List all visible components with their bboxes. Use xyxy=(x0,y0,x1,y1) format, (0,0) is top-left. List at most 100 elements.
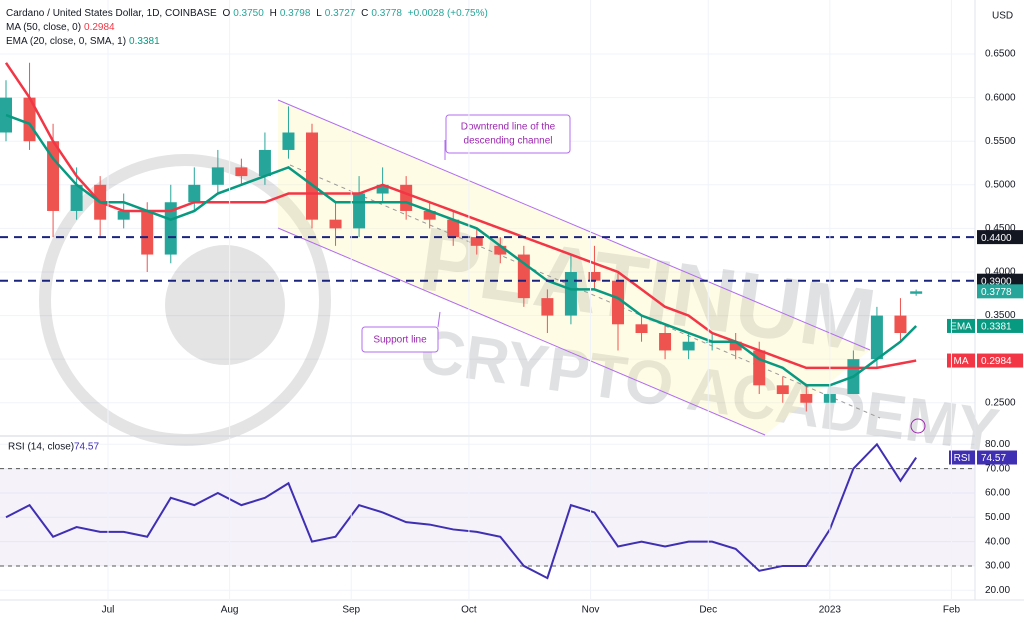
y-tick-label: 60.00 xyxy=(985,488,1010,499)
y-tick-label: 0.5000 xyxy=(985,179,1016,190)
candle-body xyxy=(659,333,672,351)
x-tick-label: Feb xyxy=(943,605,961,616)
candle-body xyxy=(541,298,554,316)
tag-name-box xyxy=(947,353,975,368)
y-tick-label: 40.00 xyxy=(985,536,1010,547)
indicator-value: 0.2984 xyxy=(84,22,115,33)
rsi-band xyxy=(0,468,975,566)
candle-body xyxy=(329,219,342,229)
y-tick-label: 50.00 xyxy=(985,512,1010,523)
candle-body xyxy=(423,210,436,220)
y-tick-label: 0.4000 xyxy=(985,267,1016,278)
tag-name-box xyxy=(947,318,975,333)
ohlc-value: 0.3727 xyxy=(324,8,356,19)
legend-ma: MA (50, close, 0) 0.2984 xyxy=(6,22,118,33)
candle-body xyxy=(306,132,318,220)
annotation-box xyxy=(445,114,571,154)
x-tick-label: Nov xyxy=(582,605,600,616)
candle-body xyxy=(70,184,83,211)
price-tag xyxy=(977,284,1023,299)
candle-body xyxy=(353,193,366,229)
candle-body xyxy=(870,315,883,360)
downtrend-line xyxy=(277,99,871,351)
y-tick-label: 0.3500 xyxy=(985,310,1016,321)
annotation-text: descending channel xyxy=(464,136,553,147)
indicator-name: MA (50, close, 0) xyxy=(6,22,82,33)
ohlc-key: O xyxy=(222,8,231,19)
level-tag xyxy=(977,273,1023,288)
support-line xyxy=(277,227,766,436)
indicator-line xyxy=(5,113,918,387)
candle-body xyxy=(800,394,813,403)
price-tag xyxy=(977,353,1023,368)
annotation-text: Downtrend line of the xyxy=(461,122,556,133)
candle-body xyxy=(258,149,271,177)
candle-body xyxy=(470,237,483,246)
candle-body xyxy=(376,184,389,194)
candle-body xyxy=(141,210,154,255)
y-tick-label: 0.2500 xyxy=(985,397,1016,408)
y-tick-label: 20.00 xyxy=(985,585,1010,596)
annotation-pointer xyxy=(437,311,441,328)
level-label: 0.3900 xyxy=(981,276,1012,287)
price-tag-label: 0.3778 xyxy=(981,287,1012,298)
candle-body xyxy=(400,184,413,211)
value-tag xyxy=(977,450,1017,465)
candle-body xyxy=(894,315,907,334)
indicator-line xyxy=(4,62,917,370)
candle-body xyxy=(776,385,789,395)
ohlc-key: C xyxy=(361,8,369,19)
ohlc-value: 0.3750 xyxy=(233,8,264,19)
candle-body xyxy=(188,184,201,203)
price-tag-label: 0.2984 xyxy=(981,356,1012,367)
tag-name-box xyxy=(949,450,975,465)
price-tag xyxy=(977,318,1023,333)
candle-body xyxy=(164,202,177,255)
legend-main: Cardano / United States Dollar, 1D, COIN… xyxy=(6,8,491,19)
tag-name: MA xyxy=(954,356,969,367)
candle-body xyxy=(564,271,577,316)
candle-body xyxy=(235,167,248,177)
y-tick-label: 0.6500 xyxy=(985,49,1016,60)
y-tick-label: 70.00 xyxy=(985,463,1010,474)
legend-ema: EMA (20, close, 0, SMA, 1) 0.3381 xyxy=(6,36,163,47)
rsi-line xyxy=(5,442,917,580)
candle-body xyxy=(910,291,923,294)
symbol: Cardano / United States Dollar, 1D, COIN… xyxy=(6,8,217,19)
x-tick-label: Jul xyxy=(102,605,115,616)
x-tick-label: Sep xyxy=(342,605,360,616)
candle-body xyxy=(447,219,460,238)
change: +0.0028 (+0.75%) xyxy=(407,8,488,19)
y-tick-label: 0.5500 xyxy=(985,136,1016,147)
channel-mid xyxy=(289,164,881,419)
y-tick-label: 0.4500 xyxy=(985,223,1016,234)
candle-body xyxy=(211,167,224,185)
annotation-box xyxy=(361,326,439,353)
x-tick-label: Dec xyxy=(699,605,717,616)
candle-body xyxy=(612,280,624,325)
rsi-title: RSI (14, close) xyxy=(8,442,74,453)
level-label: 0.4400 xyxy=(981,233,1012,244)
tag-name: RSI xyxy=(954,453,971,464)
ohlc-key: L xyxy=(316,8,322,19)
candle-body xyxy=(47,141,60,211)
annotation-text: Support line xyxy=(373,335,427,346)
y-tick-label: 80.00 xyxy=(985,439,1010,450)
candle-body xyxy=(588,271,601,281)
y-tick-label: 30.00 xyxy=(985,561,1010,572)
price-tag-label: 0.3381 xyxy=(981,322,1012,333)
candle-body xyxy=(494,245,507,255)
y-tick-label: 0.6000 xyxy=(985,92,1016,103)
candle-body xyxy=(23,97,36,142)
x-tick-label: Oct xyxy=(461,605,477,616)
candle-body xyxy=(117,210,130,220)
candle-body xyxy=(682,341,695,351)
alert-icon[interactable] xyxy=(910,418,926,434)
indicator-value: 0.3381 xyxy=(129,36,160,47)
ohlc-value: 0.3778 xyxy=(371,8,402,19)
tag-name: EMA xyxy=(950,322,972,333)
currency: USD xyxy=(992,11,1013,22)
candle-body xyxy=(635,324,648,334)
candle-body xyxy=(729,341,742,351)
